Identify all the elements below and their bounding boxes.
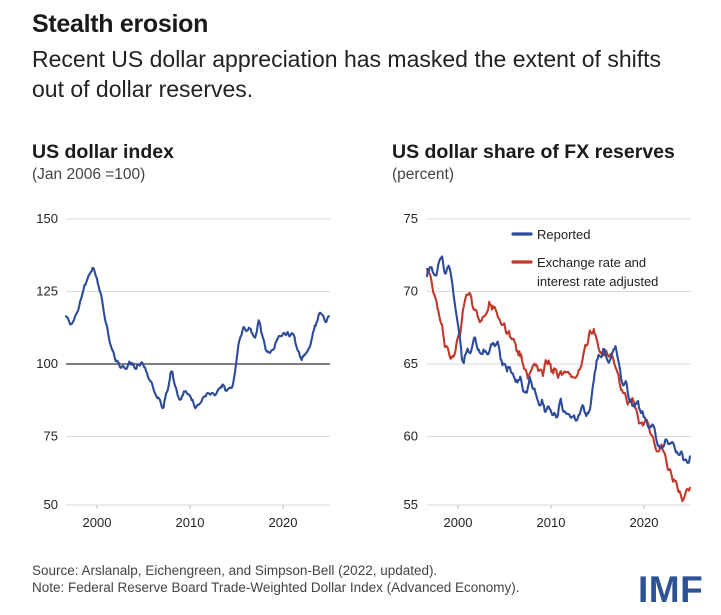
svg-text:interest rate adjusted: interest rate adjusted — [537, 274, 658, 289]
svg-text:70: 70 — [404, 284, 418, 299]
svg-text:2000: 2000 — [83, 515, 112, 530]
svg-text:65: 65 — [404, 356, 418, 371]
svg-text:125: 125 — [36, 284, 58, 299]
svg-text:Reported: Reported — [537, 227, 590, 242]
svg-text:2000: 2000 — [444, 515, 473, 530]
svg-text:Exchange rate and: Exchange rate and — [537, 255, 646, 270]
svg-text:60: 60 — [404, 429, 418, 444]
svg-text:100: 100 — [36, 356, 58, 371]
svg-text:55: 55 — [404, 497, 418, 512]
svg-text:2010: 2010 — [176, 515, 205, 530]
svg-text:2010: 2010 — [537, 515, 566, 530]
svg-text:2020: 2020 — [630, 515, 659, 530]
svg-text:50: 50 — [44, 497, 58, 512]
svg-text:75: 75 — [44, 429, 58, 444]
svg-text:2020: 2020 — [269, 515, 298, 530]
svg-text:75: 75 — [404, 211, 418, 226]
svg-text:150: 150 — [36, 211, 58, 226]
